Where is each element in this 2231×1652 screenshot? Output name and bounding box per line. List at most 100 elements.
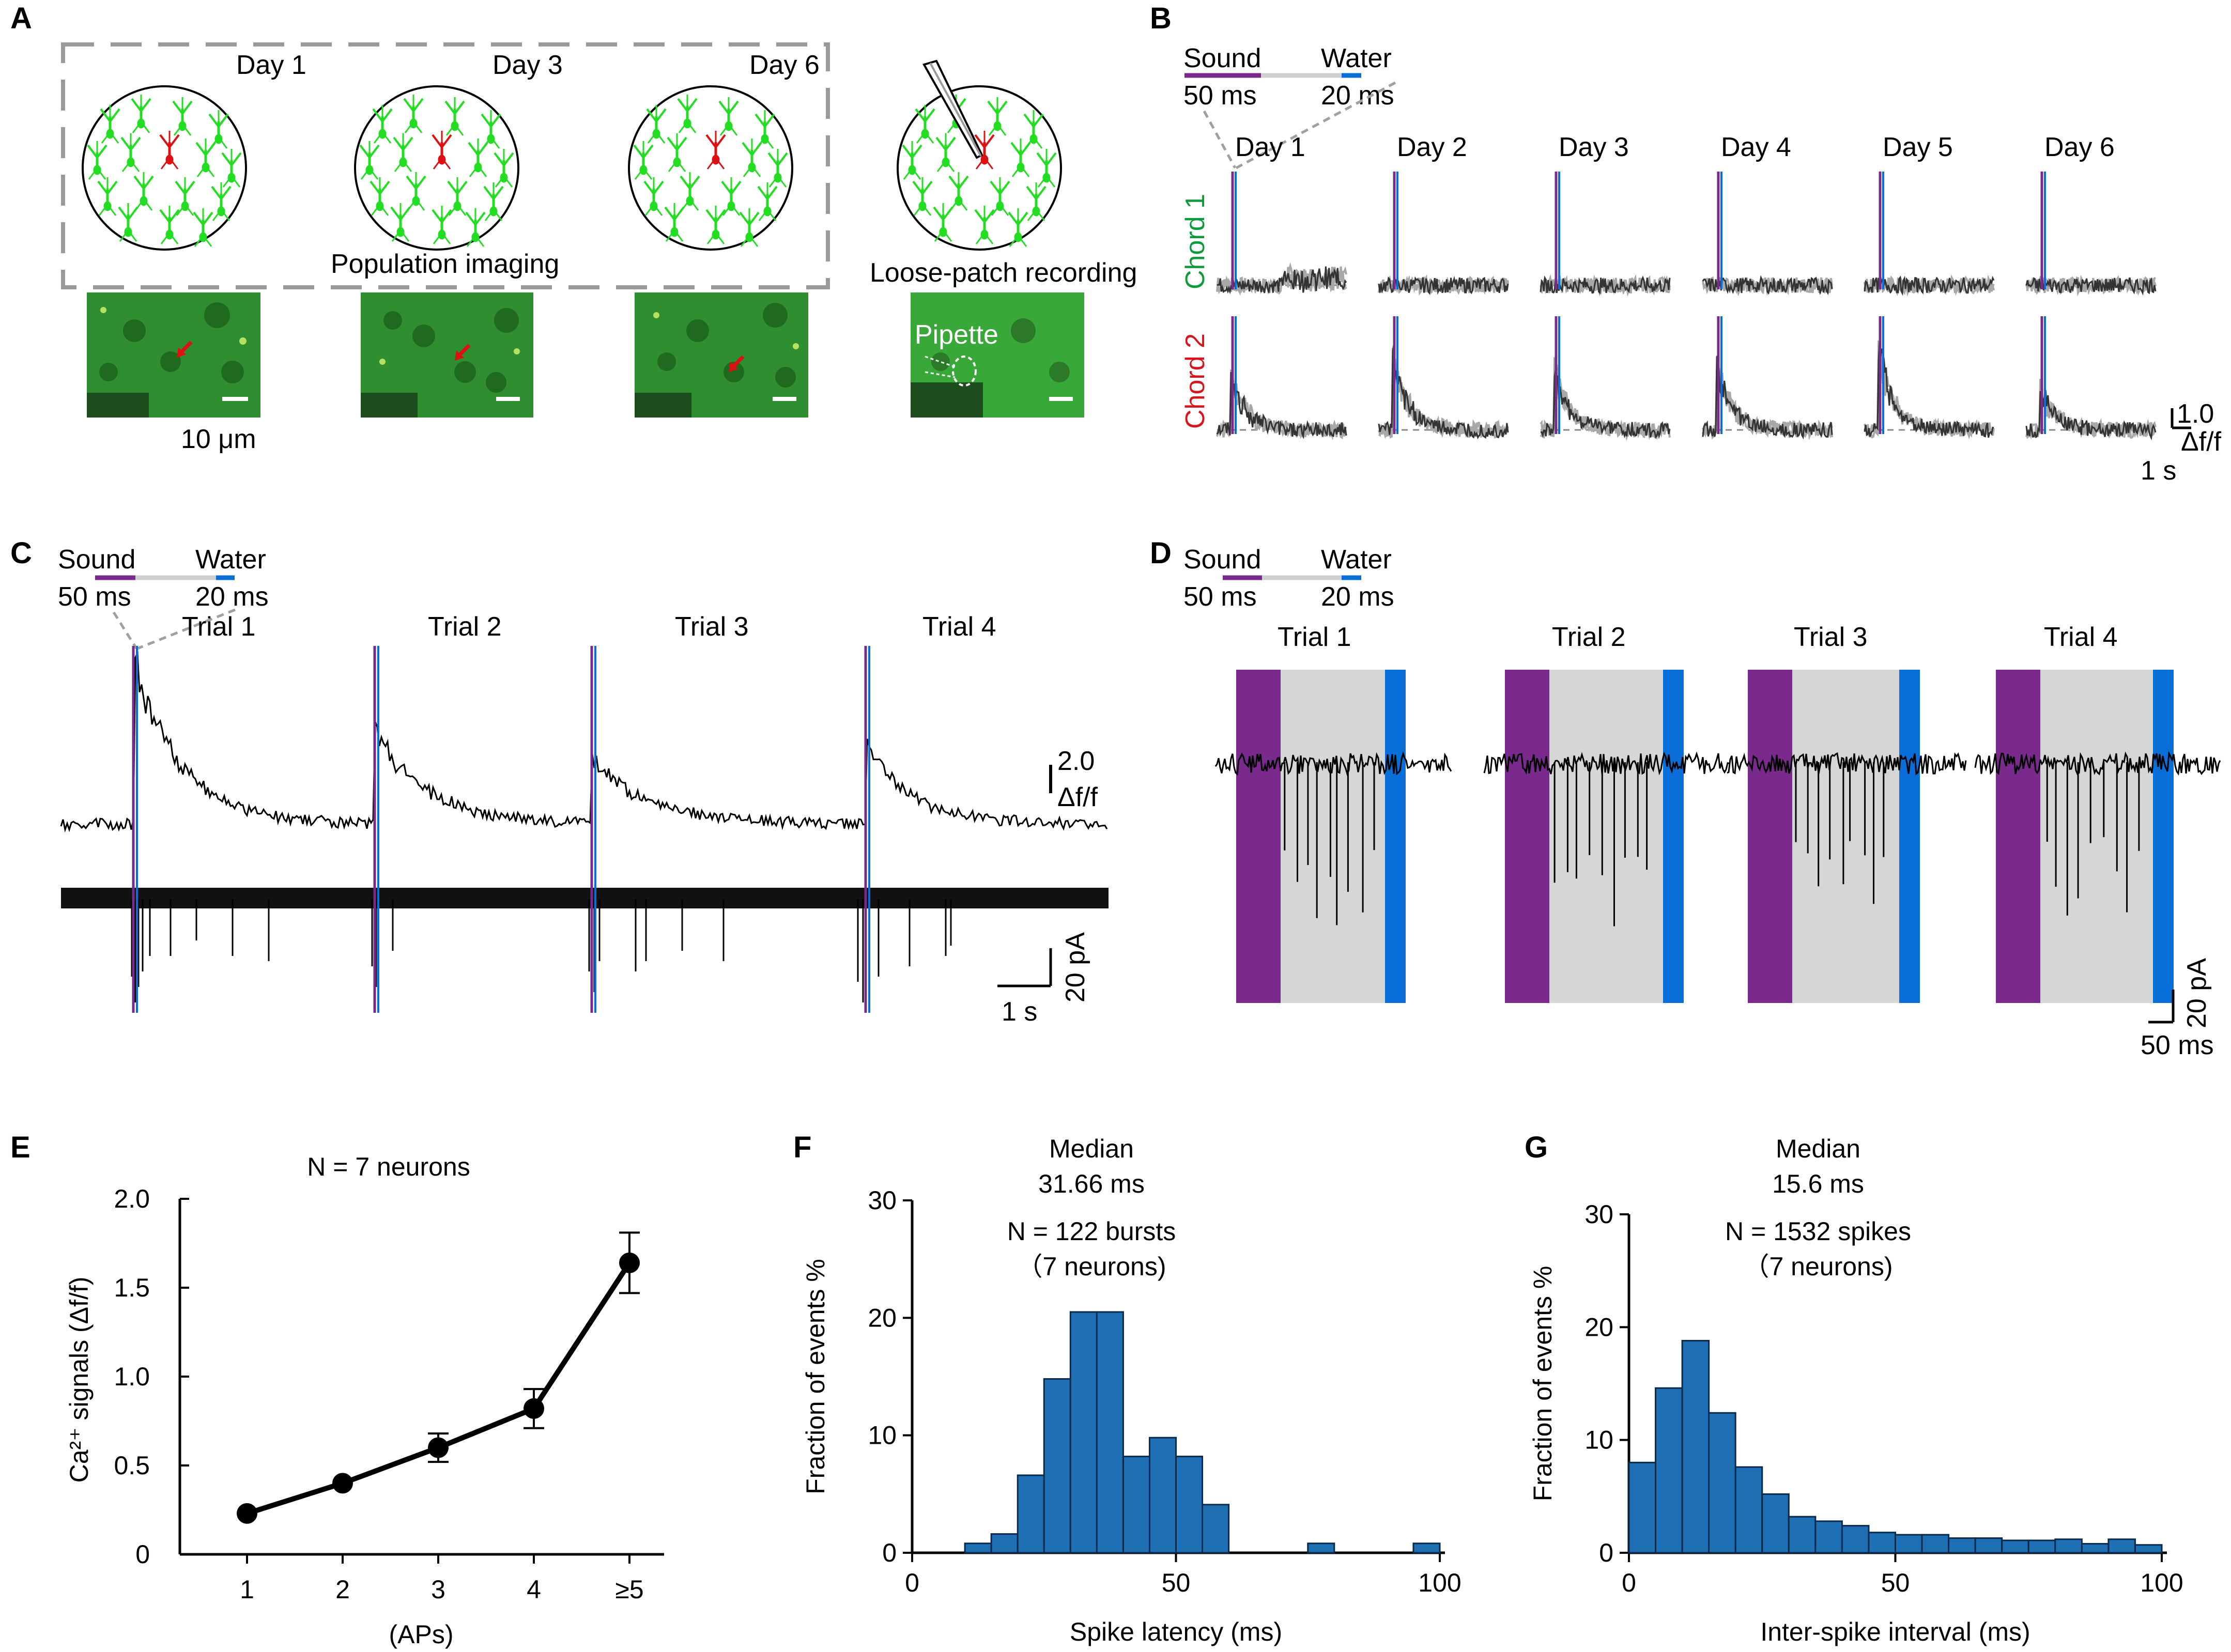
spikes — [1795, 762, 1885, 904]
trial-1-label: Trial 1 — [1278, 622, 1351, 652]
voltage-trace — [1974, 751, 2221, 776]
df-trace — [1216, 372, 1347, 439]
x-tick-label: 100 — [1418, 1568, 1461, 1597]
chart-annotation-2: （7 neurons) — [1017, 1252, 1166, 1281]
y-tick-label: 1.5 — [114, 1273, 150, 1302]
sound-duration: 50 ms — [1183, 81, 1257, 111]
scale-ca-unit: Δf/f — [1057, 782, 1098, 812]
voltage-trace — [1214, 751, 1452, 777]
series-line — [246, 1261, 632, 1516]
scale-ca-value: 2.0 — [1057, 746, 1095, 776]
y-tick-label: 0 — [882, 1538, 897, 1567]
calcium-and-spike-traces — [60, 646, 1109, 1013]
y-tick-label: 20 — [1584, 1313, 1613, 1341]
data-point — [332, 1473, 353, 1494]
calcium-trace — [60, 650, 1108, 833]
chart-f: 0 10 20 30 0 50 100 Spike latency (ms) Fraction … — [801, 1134, 1461, 1646]
df-trace — [1864, 275, 1995, 296]
histogram-bar — [1974, 1537, 2003, 1554]
x-axis-label: (APs) — [389, 1620, 454, 1649]
histogram-bar — [1734, 1466, 1763, 1554]
histogram-bar — [1681, 1340, 1710, 1554]
micrograph-2 — [361, 292, 533, 418]
scale-y-value: 1.0 — [2177, 399, 2214, 429]
panel-d: D Sound Water 50 ms 20 ms Trial 1 Trial … — [1150, 536, 2221, 1060]
pipette-label: Pipette — [915, 320, 998, 350]
chord-2-label: Chord 2 — [1180, 333, 1210, 429]
data-point — [428, 1437, 449, 1458]
x-tick-label: 3 — [431, 1575, 445, 1604]
loose-patch-caption: Loose-patch recording — [870, 258, 1137, 288]
panel-f-label: F — [793, 1131, 811, 1164]
histogram-bar — [2107, 1538, 2136, 1554]
df-trace — [2025, 390, 2157, 441]
scale-pa-label: 20 pA — [1060, 932, 1090, 1002]
data-point — [237, 1503, 257, 1524]
chart-subtitle: 15.6 ms — [1772, 1169, 1864, 1198]
data-point — [524, 1398, 544, 1419]
sound-label: Sound — [1183, 43, 1261, 73]
water-window — [1899, 670, 1920, 1003]
y-tick-label: 0 — [135, 1540, 150, 1569]
histogram-bar — [1017, 1474, 1045, 1554]
df-trace — [2025, 277, 2157, 296]
x-tick-label: 50 — [1881, 1568, 1910, 1597]
y-axis-label: Fraction of events % — [1528, 1266, 1557, 1502]
y-tick-label: 30 — [1584, 1200, 1613, 1229]
histogram-bar — [1175, 1456, 1204, 1554]
trial-windows — [1214, 670, 2221, 1003]
x-tick-label: 50 — [1162, 1568, 1191, 1597]
micrograph-1: 10 μm — [87, 292, 260, 454]
field-circle — [354, 85, 519, 251]
trial-3-label: Trial 3 — [1794, 622, 1868, 652]
population-imaging-caption: Population imaging — [331, 249, 559, 279]
scale-x-label: 1 s — [2141, 456, 2176, 486]
water-label: Water — [1321, 545, 1392, 575]
df-trace — [1217, 266, 1347, 295]
histogram-bar — [1814, 1520, 1843, 1554]
histogram-bar — [1655, 1387, 1683, 1554]
chart-g: 0 10 20 30 0 50 100 Inter-spike interval (ms) Fr… — [1528, 1134, 2183, 1646]
y-axis-label: Ca²⁺ signals (Δf/f) — [65, 1277, 94, 1483]
x-tick-label: ≥5 — [615, 1575, 643, 1604]
trial-2-label: Trial 2 — [1552, 622, 1626, 652]
histogram-bar — [1948, 1537, 1976, 1554]
histogram-bar — [2001, 1539, 2029, 1554]
y-tick-label: 20 — [868, 1303, 897, 1332]
y-tick-label: 0.5 — [114, 1451, 150, 1480]
df-trace — [1378, 344, 1509, 440]
chart-subtitle: 31.66 ms — [1038, 1169, 1145, 1198]
panel-b-label: B — [1150, 2, 1172, 35]
water-duration: 20 ms — [1321, 582, 1394, 612]
neuron-circles — [82, 85, 1062, 251]
chart-annotation-2: （7 neurons) — [1743, 1252, 1892, 1281]
df-trace — [1702, 275, 1833, 296]
field-circle — [628, 85, 793, 251]
panel-c: C Sound Water 50 ms 20 ms Trial 1 Trial … — [10, 536, 1109, 1027]
df-trace — [1540, 275, 1671, 295]
y-tick-label: 0 — [1599, 1538, 1613, 1567]
histogram-bar — [990, 1533, 1019, 1554]
spikes — [1284, 762, 1375, 925]
df-trace — [1378, 356, 1509, 439]
panel-b: B Sound Water 50 ms 20 ms Day 1 Day 2 Da… — [1150, 2, 2222, 486]
x-tick-label: 4 — [527, 1575, 541, 1604]
panel-g-label: G — [1525, 1131, 1548, 1164]
day-4-label: Day 4 — [1721, 132, 1791, 162]
chart-annotation: N = 1532 spikes — [1725, 1217, 1911, 1246]
day-3-label: Day 3 — [1559, 132, 1629, 162]
day-5-label: Day 5 — [1883, 132, 1953, 162]
x-tick-label: 0 — [905, 1568, 919, 1597]
spike-trace-band — [61, 888, 1109, 908]
water-window — [2153, 670, 2174, 1003]
water-window — [1663, 670, 1684, 1003]
chart-e: 0 0.5 1.0 1.5 2.0 1 2 3 4 ≥5 (APs) Ca²⁺ signals (Δf… — [65, 1152, 664, 1649]
panel-e-label: E — [10, 1131, 30, 1164]
df-trace — [1540, 368, 1671, 439]
sound-window — [1236, 670, 1281, 1003]
micrograph-3 — [635, 292, 808, 418]
histogram-bar — [1895, 1534, 1923, 1554]
spikes — [1553, 762, 1648, 927]
y-axis-label: Fraction of events % — [801, 1259, 830, 1494]
sound-label: Sound — [58, 545, 135, 575]
